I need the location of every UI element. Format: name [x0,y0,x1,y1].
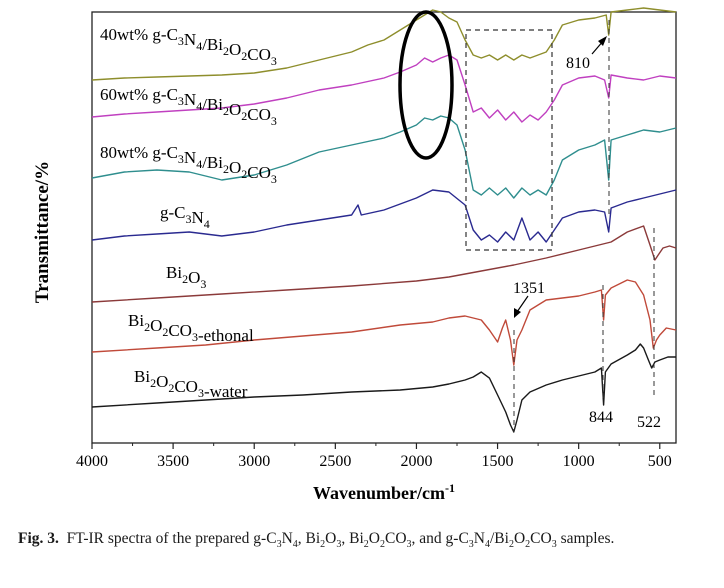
x-axis-label-main: Wavenumber/cm [313,483,445,503]
series-line-5 [91,225,677,303]
annotations [398,10,655,432]
caption-text: FT-IR spectra of the prepared g-C3N4, Bi… [66,530,615,551]
figure-caption: Fig. 3. FT-IR spectra of the prepared g-… [18,528,708,556]
series-label-7: Bi2O2CO3-water [134,367,248,401]
series-label-4: g-C3N4 [160,203,210,231]
series-line-3 [91,115,677,199]
arrow-1351 [516,295,529,313]
caption-prefix: Fig. 3. [18,530,59,547]
series-label-6: Bi2O2CO3-ethonal [128,311,254,345]
annotation-810: 810 [566,55,590,72]
annotation-1351: 1351 [513,280,545,297]
series-line-6 [91,279,677,366]
x-tick-label: 4000 [76,453,108,470]
highlight-dashed-box [465,29,553,251]
series-label-5: Bi2O3 [166,263,206,291]
series-line-1 [91,7,677,81]
ftir-figure: 4000 3500 3000 2500 2000 1500 1000 500 40wt% g-… [32,7,677,503]
series-label-1: 40wt% g-C3N4/Bi2O2CO3 [100,25,277,68]
arrowhead-1351 [514,308,521,318]
annotation-522: 522 [637,414,661,431]
y-axis-label: Transmittance/% [32,161,53,303]
ftir-chart: 4000 3500 3000 2500 2000 1500 1000 500 40wt% g-… [32,7,677,503]
series-line-2 [91,54,677,123]
series-line-4 [91,189,677,243]
annotation-844: 844 [589,409,613,426]
series-labels: 40wt% g-C3N4/Bi2O2CO3 60wt% g-C3N4/Bi2O2C… [100,25,277,401]
x-tick-label: 2500 [319,453,351,470]
x-tick-label: 2000 [400,453,432,470]
x-axis-label-sup: -1 [445,481,455,495]
series-label-3: 80wt% g-C3N4/Bi2O2CO3 [100,143,277,186]
highlight-ellipse [398,10,454,160]
x-tick-label: 3000 [238,453,270,470]
x-tick-label: 1500 [482,453,514,470]
series-group [91,7,677,433]
arrowhead-810 [598,36,607,46]
series-label-2: 60wt% g-C3N4/Bi2O2CO3 [100,85,277,128]
x-axis-label: Wavenumber/cm-1 [313,481,455,503]
x-tick-label: 500 [648,453,672,470]
plot-frame [91,11,677,444]
series-line-7 [91,343,676,433]
x-tick-label: 3500 [157,453,189,470]
x-tick-label: 1000 [563,453,595,470]
x-ticks: 4000 3500 3000 2500 2000 1500 1000 500 [76,443,672,470]
